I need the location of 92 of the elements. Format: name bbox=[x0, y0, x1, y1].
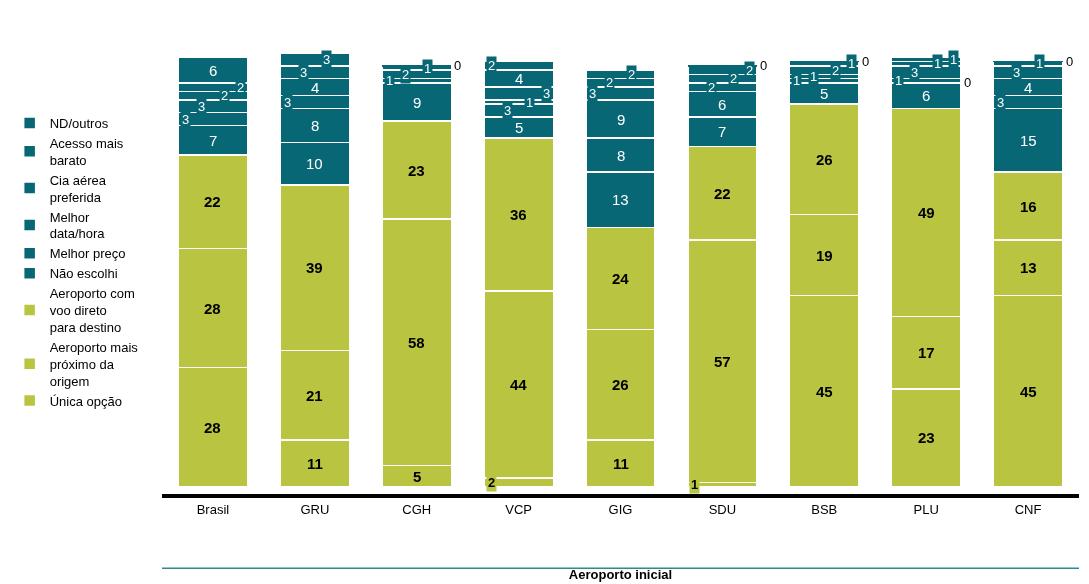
data-label: 2 bbox=[221, 88, 229, 103]
data-label: 2 bbox=[237, 80, 245, 95]
data-label: 3 bbox=[997, 95, 1005, 110]
data-label: 11 bbox=[307, 455, 323, 472]
x-tick-label: GIG bbox=[608, 501, 633, 517]
data-label: 4 bbox=[515, 70, 524, 87]
data-label: 16 bbox=[1020, 198, 1037, 215]
data-label: 3 bbox=[198, 99, 206, 114]
data-label: 1 bbox=[1036, 56, 1044, 71]
x-tick-label: Brasil bbox=[196, 501, 230, 517]
data-label: 9 bbox=[617, 111, 626, 128]
data-label: 5 bbox=[820, 85, 829, 102]
data-label: 22 bbox=[204, 193, 221, 210]
x-tick-label: CGH bbox=[402, 501, 432, 517]
data-label: 9 bbox=[413, 94, 422, 111]
x-tick-label: PLU bbox=[913, 501, 939, 517]
data-label: 15 bbox=[1020, 132, 1037, 149]
data-label: 26 bbox=[816, 151, 833, 168]
data-label: 23 bbox=[408, 162, 425, 179]
data-label: 8 bbox=[311, 117, 320, 134]
data-label: 2 bbox=[708, 80, 716, 95]
data-label: 2 bbox=[746, 63, 754, 78]
data-label: 2 bbox=[488, 475, 496, 490]
legend-label: Aeroporto mais próximo da origem bbox=[49, 339, 139, 389]
x-tick-label: GRU bbox=[300, 501, 330, 517]
data-label: 3 bbox=[182, 112, 190, 127]
data-label: 3 bbox=[589, 86, 597, 101]
data-label: 11 bbox=[613, 455, 629, 472]
legend-label: Única opção bbox=[49, 393, 122, 409]
data-label: 0 bbox=[1066, 54, 1074, 69]
data-label: 3 bbox=[300, 65, 308, 80]
data-label: 3 bbox=[504, 103, 512, 118]
data-label: 10 bbox=[306, 155, 323, 172]
data-label: 1 bbox=[691, 477, 699, 492]
data-label: 36 bbox=[510, 206, 527, 223]
data-label: 8 bbox=[617, 147, 626, 164]
data-label: 2 bbox=[606, 75, 614, 90]
data-label: 23 bbox=[918, 429, 935, 446]
data-label: 6 bbox=[922, 87, 931, 104]
data-label: 3 bbox=[543, 86, 551, 101]
data-label: 24 bbox=[612, 270, 630, 287]
data-label: 7 bbox=[718, 123, 727, 140]
data-label: 58 bbox=[408, 334, 425, 351]
data-label: 2 bbox=[628, 67, 636, 82]
data-label: 0 bbox=[964, 75, 972, 90]
legend-label: Não escolhi bbox=[49, 266, 118, 282]
x-tick-label: VCP bbox=[505, 501, 532, 517]
data-label: 3 bbox=[284, 95, 292, 110]
data-label: 22 bbox=[714, 185, 731, 202]
data-label: 21 bbox=[306, 387, 323, 404]
data-label: 57 bbox=[714, 353, 731, 370]
x-tick-label: BSB bbox=[811, 501, 838, 517]
data-label: 3 bbox=[911, 65, 919, 80]
data-label: 17 bbox=[918, 344, 935, 361]
data-label: 5 bbox=[413, 468, 422, 485]
data-label: 49 bbox=[918, 204, 935, 221]
data-label: 2 bbox=[730, 71, 738, 86]
legend-label: Cia aérea preferida bbox=[49, 172, 107, 205]
legend-label: Melhor data/hora bbox=[49, 209, 106, 242]
data-label: 2 bbox=[488, 58, 496, 73]
data-label: 45 bbox=[816, 383, 833, 400]
data-label: 3 bbox=[1013, 65, 1021, 80]
x-tick-label: SDU bbox=[708, 501, 737, 517]
legend-label: Melhor preço bbox=[49, 246, 126, 262]
data-label: 4 bbox=[1024, 79, 1033, 96]
data-label: 0 bbox=[862, 54, 870, 69]
legend-label: ND/outros bbox=[49, 116, 109, 132]
data-label: 45 bbox=[1020, 383, 1037, 400]
data-label: 4 bbox=[311, 79, 320, 96]
legend-label: Acesso mais barato bbox=[49, 135, 124, 168]
data-label: 28 bbox=[204, 419, 221, 436]
data-label: 1 bbox=[934, 56, 942, 71]
data-label: 26 bbox=[612, 376, 629, 393]
data-label: 13 bbox=[612, 191, 629, 208]
x-tick-label: CNF bbox=[1014, 501, 1042, 517]
data-label: 0 bbox=[454, 58, 462, 73]
data-label: 6 bbox=[718, 96, 727, 113]
x-axis-title: Aeroporto inicial bbox=[568, 566, 673, 582]
legend-label: Aeroporto com voo direto para destino bbox=[49, 286, 135, 335]
data-label: 1 bbox=[895, 73, 903, 88]
data-label: 44 bbox=[510, 376, 528, 393]
data-label: 1 bbox=[848, 56, 856, 71]
data-label: 13 bbox=[1020, 259, 1037, 276]
data-label: 3 bbox=[323, 52, 331, 67]
data-label: 5 bbox=[515, 119, 524, 136]
data-label: 6 bbox=[209, 62, 218, 79]
data-label: 1 bbox=[950, 52, 958, 67]
data-label: 7 bbox=[209, 132, 218, 149]
data-label: 28 bbox=[204, 300, 221, 317]
data-label: 0 bbox=[760, 58, 768, 73]
data-label: 19 bbox=[816, 247, 833, 264]
data-label: 39 bbox=[306, 259, 323, 276]
